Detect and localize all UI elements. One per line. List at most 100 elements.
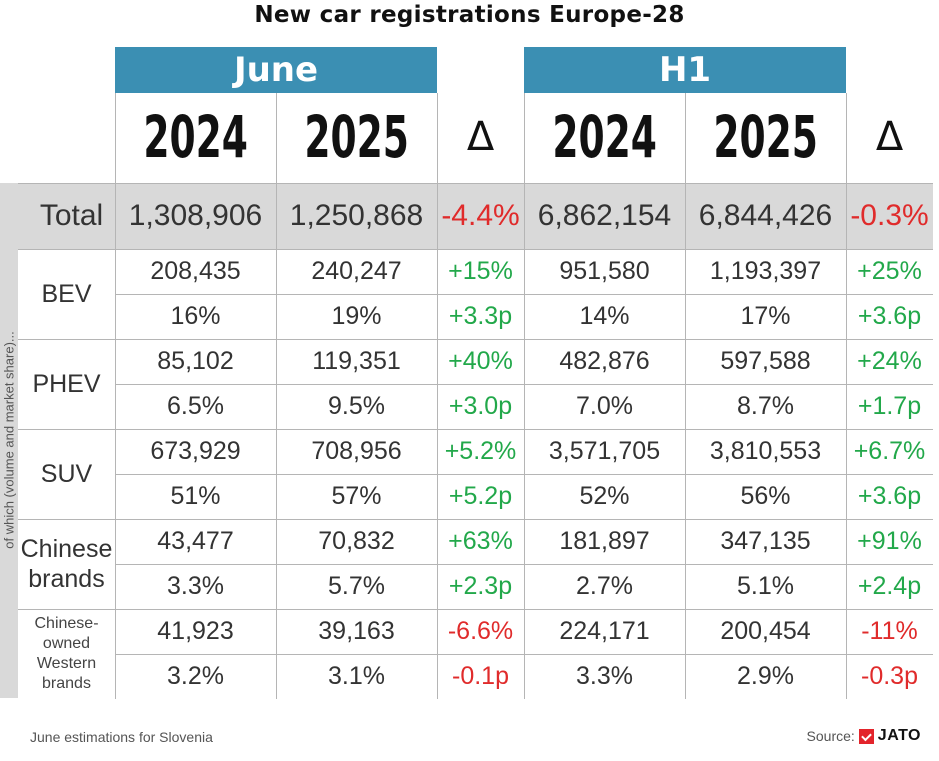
share-cell-june-2025: 5.7% bbox=[328, 572, 385, 600]
row-divider bbox=[18, 519, 933, 520]
row-divider bbox=[18, 609, 933, 610]
row-divider bbox=[115, 564, 933, 565]
chart-title: New car registrations Europe-28 bbox=[254, 2, 685, 28]
column-divider bbox=[437, 183, 438, 699]
row-divider bbox=[18, 339, 933, 340]
year-header-h1-2025: 2025 bbox=[713, 103, 818, 171]
share-cell-h1-2024: 2.7% bbox=[576, 572, 633, 600]
year-header-june-2024: 2024 bbox=[143, 103, 248, 171]
volume-cell-h1-delta: +25% bbox=[857, 257, 922, 285]
year-header-h1-2024: 2024 bbox=[552, 103, 657, 171]
row-label: SUV bbox=[40, 460, 93, 488]
header-divider bbox=[685, 93, 686, 183]
header-divider bbox=[437, 93, 438, 183]
volume-cell-h1-2025: 597,588 bbox=[720, 347, 811, 375]
share-cell-h1-delta: +3.6p bbox=[857, 302, 922, 330]
total-cell-june-2025: 1,250,868 bbox=[289, 199, 424, 232]
column-divider bbox=[685, 183, 686, 699]
row-divider bbox=[115, 294, 933, 295]
row-divider bbox=[115, 654, 933, 655]
total-cell-h1-2024: 6,862,154 bbox=[537, 199, 672, 232]
volume-cell-june-2024: 85,102 bbox=[157, 347, 234, 375]
share-cell-h1-2025: 8.7% bbox=[737, 392, 794, 420]
volume-cell-june-2025: 39,163 bbox=[318, 617, 395, 645]
header-divider bbox=[846, 93, 847, 183]
total-cell-h1-delta: -0.3% bbox=[850, 199, 929, 232]
side-label: of which (volume and market share)... bbox=[1, 331, 17, 549]
volume-cell-h1-2024: 181,897 bbox=[559, 527, 650, 555]
volume-cell-june-2025: 70,832 bbox=[318, 527, 395, 555]
share-cell-h1-2024: 3.3% bbox=[576, 662, 633, 690]
volume-cell-h1-2025: 3,810,553 bbox=[709, 437, 822, 465]
share-cell-h1-delta: +2.4p bbox=[857, 572, 922, 600]
share-cell-june-2025: 9.5% bbox=[328, 392, 385, 420]
volume-cell-h1-delta: +6.7% bbox=[853, 437, 926, 465]
footnote: June estimations for Slovenia bbox=[30, 729, 213, 745]
delta-header-june: Δ bbox=[466, 114, 495, 160]
volume-cell-h1-2024: 482,876 bbox=[559, 347, 650, 375]
volume-cell-h1-2024: 224,171 bbox=[559, 617, 650, 645]
volume-cell-h1-delta: +24% bbox=[857, 347, 922, 375]
share-cell-h1-2025: 56% bbox=[740, 482, 791, 510]
volume-cell-june-2025: 119,351 bbox=[312, 347, 401, 375]
share-cell-june-delta: -0.1p bbox=[452, 662, 509, 690]
volume-cell-june-delta: +15% bbox=[448, 257, 513, 285]
source: Source: JATO bbox=[807, 727, 921, 745]
volume-cell-june-2024: 673,929 bbox=[150, 437, 241, 465]
source-label: Source: bbox=[806, 728, 855, 744]
volume-cell-h1-2025: 200,454 bbox=[720, 617, 811, 645]
row-label: BEV bbox=[41, 280, 92, 308]
share-cell-h1-delta: -0.3p bbox=[861, 662, 918, 690]
volume-cell-june-2025: 240,247 bbox=[311, 257, 402, 285]
volume-cell-june-delta: +40% bbox=[448, 347, 513, 375]
volume-cell-june-2024: 41,923 bbox=[157, 617, 234, 645]
volume-cell-june-2025: 708,956 bbox=[311, 437, 402, 465]
row-divider bbox=[115, 474, 933, 475]
share-cell-h1-delta: +3.6p bbox=[857, 482, 922, 510]
year-header-june-2025: 2025 bbox=[304, 103, 409, 171]
share-cell-h1-2025: 5.1% bbox=[737, 572, 794, 600]
share-cell-june-delta: +3.3p bbox=[448, 302, 513, 330]
share-cell-june-2024: 6.5% bbox=[167, 392, 224, 420]
volume-cell-june-delta: -6.6% bbox=[447, 617, 514, 645]
volume-cell-h1-2024: 951,580 bbox=[559, 257, 650, 285]
share-cell-h1-2025: 17% bbox=[740, 302, 791, 330]
volume-cell-h1-delta: -11% bbox=[861, 617, 918, 645]
total-label: Total bbox=[39, 199, 104, 232]
volume-cell-june-delta: +5.2% bbox=[444, 437, 517, 465]
share-cell-h1-delta: +1.7p bbox=[857, 392, 922, 420]
share-cell-june-2025: 19% bbox=[331, 302, 382, 330]
share-cell-june-2024: 3.2% bbox=[167, 662, 224, 690]
share-cell-june-2024: 51% bbox=[170, 482, 221, 510]
row-label: Chinese-owned Western brands bbox=[34, 615, 99, 692]
volume-cell-h1-2024: 3,571,705 bbox=[548, 437, 661, 465]
share-cell-h1-2024: 7.0% bbox=[576, 392, 633, 420]
row-divider bbox=[18, 249, 933, 250]
side-band bbox=[0, 183, 18, 698]
delta-header-h1: Δ bbox=[875, 114, 904, 160]
volume-cell-june-delta: +63% bbox=[448, 527, 513, 555]
share-cell-h1-2024: 52% bbox=[579, 482, 630, 510]
volume-cell-h1-2025: 347,135 bbox=[720, 527, 811, 555]
row-label: PHEV bbox=[32, 370, 101, 398]
column-divider bbox=[276, 183, 277, 699]
share-cell-june-2025: 3.1% bbox=[328, 662, 385, 690]
group-header-h1: H1 bbox=[524, 47, 846, 93]
total-cell-june-2024: 1,308,906 bbox=[128, 199, 263, 232]
row-label: Chinese brands bbox=[20, 535, 113, 593]
volume-cell-h1-2025: 1,193,397 bbox=[709, 257, 822, 285]
header-divider bbox=[115, 93, 116, 183]
jato-logo-text: JATO bbox=[877, 727, 921, 744]
total-row-background bbox=[18, 183, 933, 249]
share-cell-june-delta: +3.0p bbox=[448, 392, 513, 420]
share-cell-h1-2025: 2.9% bbox=[737, 662, 794, 690]
total-cell-june-delta: -4.4% bbox=[441, 199, 520, 232]
share-cell-june-delta: +5.2p bbox=[448, 482, 513, 510]
share-cell-june-2025: 57% bbox=[331, 482, 382, 510]
column-divider bbox=[524, 183, 525, 699]
column-divider bbox=[115, 183, 116, 699]
share-cell-h1-2024: 14% bbox=[579, 302, 630, 330]
share-cell-june-delta: +2.3p bbox=[448, 572, 513, 600]
share-cell-june-2024: 16% bbox=[170, 302, 221, 330]
row-divider bbox=[18, 429, 933, 430]
